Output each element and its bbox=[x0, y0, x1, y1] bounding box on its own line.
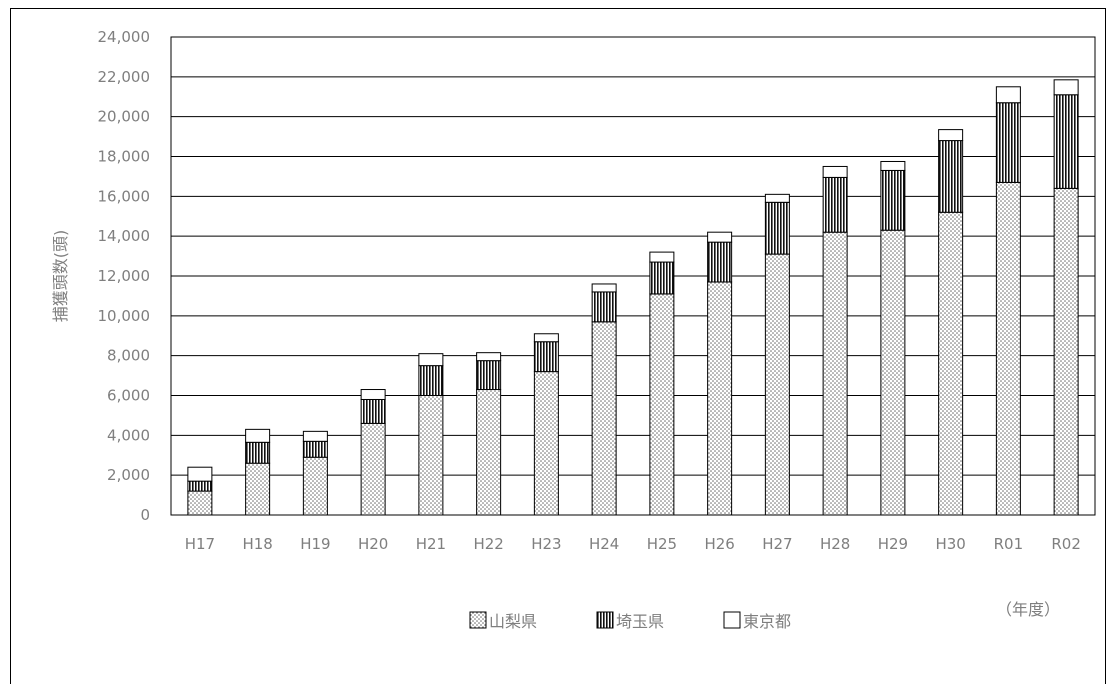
y-tick-label: 14,000 bbox=[98, 227, 151, 245]
x-tick-label: H18 bbox=[242, 535, 272, 553]
legend-label: 埼玉県 bbox=[616, 612, 664, 631]
x-tick-label: H24 bbox=[589, 535, 619, 553]
bar-segment-2 bbox=[880, 169, 906, 231]
bar-segment-2 bbox=[302, 440, 328, 458]
y-tick-label: 4,000 bbox=[107, 426, 150, 444]
bar-segment-3 bbox=[880, 160, 906, 171]
x-tick-labels: H17 H18 H19 H20 H21 H22 H23 H24 H25 H26 H27 H28 H29 H… bbox=[185, 535, 1081, 553]
bar-segment-1 bbox=[1053, 187, 1079, 516]
bar-segment-3 bbox=[822, 165, 848, 178]
bar-segment-3 bbox=[476, 352, 502, 362]
x-tick-label: R01 bbox=[994, 535, 1024, 553]
bar-segment-1 bbox=[707, 281, 733, 516]
bar-segment-2 bbox=[822, 176, 848, 233]
bar-segment-2 bbox=[360, 398, 386, 424]
bar-segment-1 bbox=[360, 422, 386, 516]
bar-segment-2 bbox=[476, 360, 502, 391]
y-axis-label: 捕獲頭数(頭) bbox=[51, 230, 70, 323]
bar-segment-1 bbox=[418, 395, 444, 516]
bar-segment-3 bbox=[1053, 79, 1079, 96]
bar-segment-1 bbox=[822, 231, 848, 516]
x-tick-label: H26 bbox=[704, 535, 734, 553]
bar-segment-2 bbox=[649, 261, 675, 295]
bar-segment-3 bbox=[764, 193, 790, 203]
x-tick-label: R02 bbox=[1051, 535, 1081, 553]
bar-segment-1 bbox=[245, 462, 271, 516]
chart-frame bbox=[10, 8, 1106, 684]
bar-segment-1 bbox=[591, 321, 617, 516]
legend-swatch bbox=[723, 611, 741, 629]
bar-segment-3 bbox=[533, 333, 559, 343]
y-tick-label: 20,000 bbox=[98, 108, 151, 126]
bar-segment-2 bbox=[245, 441, 271, 464]
legend-label: 山梨県 bbox=[489, 612, 537, 631]
bar-segment-3 bbox=[649, 251, 675, 263]
bar-segment-1 bbox=[533, 371, 559, 516]
bar-segment-2 bbox=[1053, 94, 1079, 189]
bar-segment-2 bbox=[187, 480, 213, 492]
y-tick-label: 8,000 bbox=[107, 347, 150, 365]
x-tick-label: H28 bbox=[820, 535, 850, 553]
legend: 山梨県 埼玉県 東京都 bbox=[469, 611, 791, 631]
bar-segment-1 bbox=[187, 490, 213, 516]
bar-segment-3 bbox=[938, 129, 964, 142]
y-tick-label: 10,000 bbox=[98, 307, 151, 325]
legend-label: 東京都 bbox=[743, 612, 791, 631]
x-tick-label: H23 bbox=[531, 535, 561, 553]
bar-segment-2 bbox=[591, 291, 617, 323]
x-tick-label: H21 bbox=[416, 535, 446, 553]
bar-segment-3 bbox=[418, 353, 444, 367]
bar-segment-3 bbox=[995, 86, 1021, 104]
bar-segment-1 bbox=[476, 389, 502, 516]
x-tick-label: H17 bbox=[185, 535, 215, 553]
y-tick-label: 24,000 bbox=[98, 28, 151, 46]
bar-segment-1 bbox=[764, 253, 790, 516]
bar-segment-1 bbox=[995, 181, 1021, 516]
x-tick-label: H20 bbox=[358, 535, 388, 553]
bar-segment-2 bbox=[995, 102, 1021, 183]
y-tick-label: 18,000 bbox=[98, 148, 151, 166]
bar-segment-1 bbox=[880, 229, 906, 516]
bar-segment-3 bbox=[707, 231, 733, 243]
bar-segment-3 bbox=[360, 389, 386, 400]
plot-area-border bbox=[170, 36, 1096, 516]
legend-swatch bbox=[469, 611, 487, 629]
y-tick-label: 0 bbox=[140, 506, 150, 524]
y-tick-label: 2,000 bbox=[107, 466, 150, 484]
bar-segment-2 bbox=[707, 241, 733, 283]
bar-segment-1 bbox=[938, 211, 964, 516]
bar-segment-2 bbox=[764, 201, 790, 255]
x-tick-label: H22 bbox=[473, 535, 503, 553]
x-tick-label: H25 bbox=[647, 535, 677, 553]
bar-segment-2 bbox=[938, 140, 964, 213]
bar-segment-3 bbox=[187, 466, 213, 482]
x-tick-label: H30 bbox=[935, 535, 965, 553]
x-tick-label: H27 bbox=[762, 535, 792, 553]
y-tick-labels: 0 2,000 4,000 6,000 8,000 10,000 12,000 14,000 1… bbox=[98, 28, 151, 524]
x-tick-label: H29 bbox=[878, 535, 908, 553]
y-tick-label: 6,000 bbox=[107, 387, 150, 405]
bar-segment-3 bbox=[245, 428, 271, 443]
y-tick-label: 22,000 bbox=[98, 68, 151, 86]
y-tick-label: 16,000 bbox=[98, 187, 151, 205]
bar-segment-3 bbox=[591, 283, 617, 293]
y-tick-label: 12,000 bbox=[98, 267, 151, 285]
legend-swatch bbox=[596, 611, 614, 629]
x-tick-label: H19 bbox=[300, 535, 330, 553]
bar-segment-2 bbox=[533, 341, 559, 373]
bar-segment-1 bbox=[649, 293, 675, 516]
bar-segment-3 bbox=[302, 430, 328, 442]
x-axis-label: （年度） bbox=[996, 600, 1060, 619]
bar-segment-2 bbox=[418, 365, 444, 396]
bar-segment-1 bbox=[302, 456, 328, 516]
bars bbox=[187, 79, 1079, 516]
